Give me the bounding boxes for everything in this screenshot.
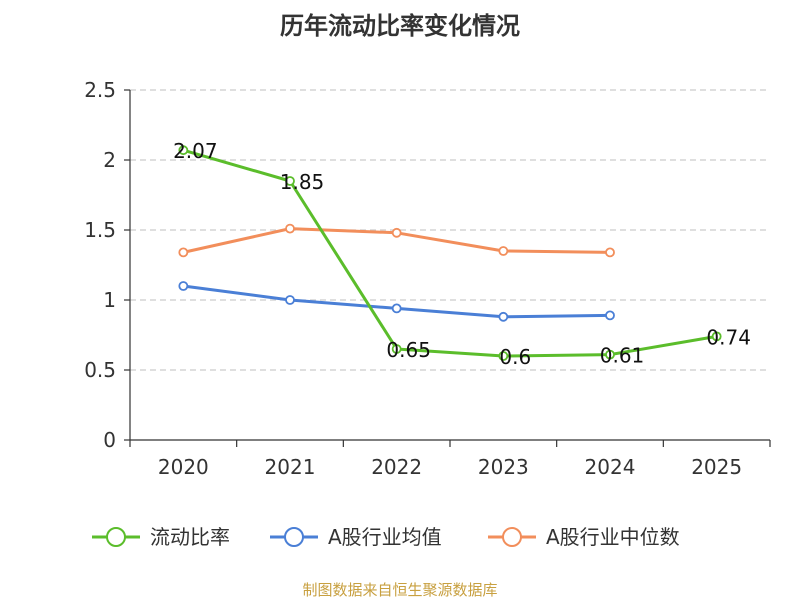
x-tick-label: 2023	[478, 455, 529, 479]
y-tick-label: 2	[103, 148, 116, 172]
y-tick-label: 1	[103, 288, 116, 312]
data-point	[605, 247, 615, 258]
series-layer	[178, 145, 722, 361]
data-point	[391, 227, 402, 238]
data-point	[391, 303, 402, 314]
data-point	[605, 310, 615, 321]
data-labels: 2.07 1.85 0.65 0.6 0.61 0.74	[173, 139, 751, 369]
data-point	[711, 331, 722, 342]
data-point	[498, 246, 509, 256]
x-tick-label: 2024	[585, 455, 636, 479]
legend-label: A股行业中位数	[546, 525, 680, 549]
legend-label: A股行业均值	[328, 525, 442, 549]
y-tick-label: 2.5	[84, 78, 116, 102]
data-label: 0.65	[386, 338, 431, 362]
data-point	[285, 295, 295, 305]
data-point	[498, 311, 509, 322]
axes: 0 0.5 1 1.5 2 2.5 2020 2021 2022 2023 2024 2025	[84, 78, 771, 479]
x-tick-label: 2020	[158, 455, 209, 479]
x-tick-label: 2022	[371, 455, 422, 479]
source-note: 制图数据来自恒生聚源数据库	[302, 581, 497, 599]
data-point	[391, 344, 402, 354]
legend-marker	[502, 527, 522, 547]
legend: 流动比率 A股行业均值 A股行业中位数	[92, 525, 680, 549]
data-label: 0.61	[600, 344, 645, 368]
data-point	[285, 223, 295, 234]
data-point	[498, 351, 509, 361]
data-point	[285, 176, 295, 186]
x-tick-label: 2025	[691, 455, 742, 479]
series-line-0	[182, 148, 717, 358]
data-point	[178, 145, 189, 156]
grid-lines	[130, 89, 770, 371]
data-label: 2.07	[173, 139, 218, 163]
chart-title: 历年流动比率变化情况	[280, 12, 520, 40]
legend-marker	[284, 527, 304, 547]
y-tick-label: 1.5	[84, 218, 116, 242]
legend-label: 流动比率	[150, 525, 230, 549]
data-label: 0.74	[706, 325, 751, 349]
legend-marker	[106, 527, 126, 547]
data-point	[605, 349, 615, 360]
data-point	[178, 281, 189, 291]
y-tick-label: 0.5	[84, 358, 116, 382]
x-tick-label: 2021	[265, 455, 316, 479]
y-tick-label: 0	[103, 428, 116, 452]
data-point	[178, 247, 189, 258]
data-label: 0.6	[499, 345, 531, 369]
data-label: 1.85	[280, 170, 325, 194]
